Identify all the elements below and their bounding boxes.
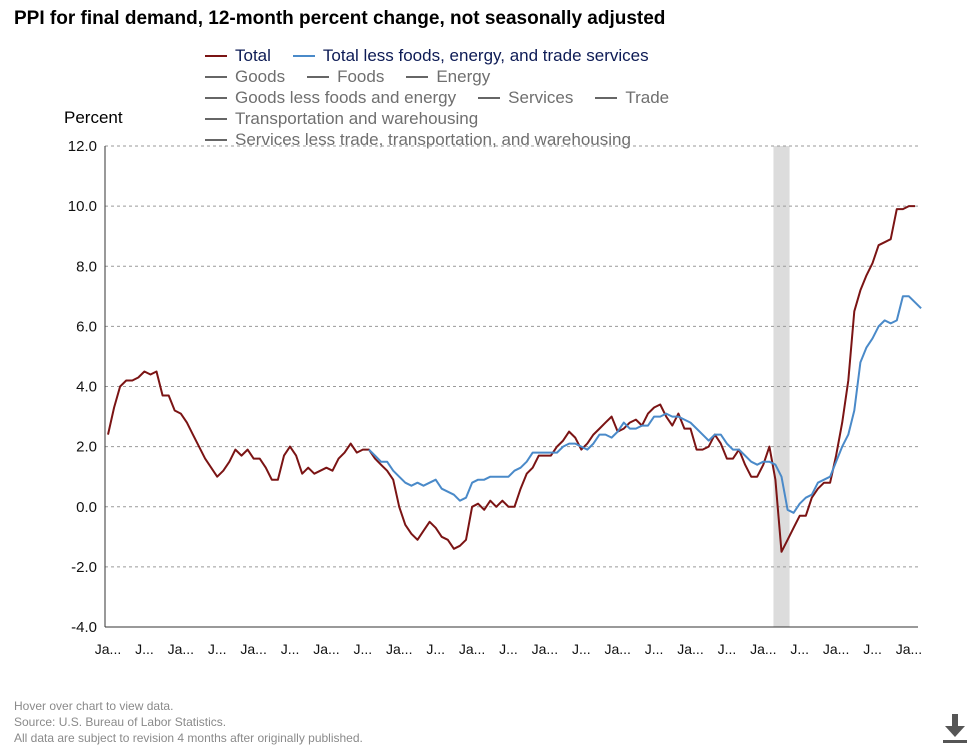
x-tick-label: J... — [135, 641, 154, 657]
x-tick-label: J... — [499, 641, 518, 657]
series-line — [107, 205, 915, 553]
x-tick-label: Ja... — [604, 641, 630, 657]
y-tick-label: 4.0 — [76, 379, 97, 396]
x-tick-label: J... — [281, 641, 300, 657]
legend-label: Total less foods, energy, and trade serv… — [322, 46, 649, 65]
x-tick-label: Ja... — [386, 641, 412, 657]
legend-swatch — [205, 96, 227, 99]
legend-label: Goods — [235, 67, 286, 86]
hover-hint: Hover over chart to view data. — [14, 699, 174, 713]
y-tick-label: 12.0 — [68, 138, 97, 155]
x-tick-label: J... — [790, 641, 809, 657]
y-axis-label: Percent — [64, 108, 123, 127]
y-tick-label: 2.0 — [76, 439, 97, 456]
legend-row: Services less trade, transportation, and… — [205, 129, 691, 150]
x-tick-label: Ja... — [95, 641, 121, 657]
x-tick-label: Ja... — [750, 641, 776, 657]
x-tick-label: Ja... — [677, 641, 703, 657]
x-tick-label: J... — [572, 641, 591, 657]
y-tick-label: -2.0 — [71, 559, 97, 576]
x-tick-label: Ja... — [313, 641, 339, 657]
legend-swatch — [205, 54, 227, 57]
legend-swatch — [307, 75, 330, 78]
legend-label: Goods less foods and energy — [235, 88, 457, 107]
line-chart[interactable]: -4.0 -2.0 0.0 2.0 4.0 6.0 8.0 10.0 12.0 Ja... J...… — [0, 0, 975, 700]
source-note: Source: U.S. Bureau of Labor Statistics. — [14, 715, 227, 729]
legend-swatch — [595, 96, 618, 99]
x-tick-label: J... — [354, 641, 373, 657]
y-tick-label: 6.0 — [76, 318, 97, 335]
legend-label: Services — [508, 88, 574, 107]
legend-item[interactable]: Foods — [307, 66, 384, 87]
legend-swatch — [205, 75, 227, 78]
x-tick-label: J... — [645, 641, 664, 657]
legend-label: Total — [235, 46, 271, 65]
download-icon[interactable] — [940, 712, 970, 746]
legend-item[interactable]: Services — [478, 87, 573, 108]
legend-item[interactable]: Total less foods, energy, and trade serv… — [292, 45, 649, 66]
legend-item[interactable]: Energy — [406, 66, 490, 87]
legend-swatch — [205, 138, 227, 141]
legend-label: Foods — [337, 67, 385, 86]
x-tick-label: J... — [718, 641, 737, 657]
legend-label: Trade — [625, 88, 670, 107]
legend-row: Goods Foods Energy — [205, 66, 691, 87]
x-tick-label: J... — [863, 641, 882, 657]
legend-item[interactable]: Services less trade, transportation, and… — [205, 129, 631, 150]
series-line — [368, 295, 922, 514]
legend-label: Transportation and warehousing — [235, 109, 479, 128]
revision-note: All data are subject to revision 4 month… — [14, 731, 363, 745]
x-tick-label: Ja... — [532, 641, 558, 657]
x-tick-label: J... — [426, 641, 445, 657]
legend-item[interactable]: Goods less foods and energy — [205, 87, 456, 108]
x-tick-label: Ja... — [168, 641, 194, 657]
chart-title: PPI for final demand, 12-month percent c… — [14, 8, 666, 29]
footer-notes: Hover over chart to view data. Source: U… — [14, 698, 363, 746]
legend-swatch — [406, 75, 429, 78]
legend-swatch — [292, 54, 315, 57]
legend-row: Transportation and warehousing — [205, 108, 691, 129]
y-tick-label: -4.0 — [71, 619, 97, 636]
legend-swatch — [205, 117, 227, 120]
x-tick-label: Ja... — [896, 641, 922, 657]
legend-row: Goods less foods and energy Services Trade — [205, 87, 691, 108]
x-tick-label: Ja... — [240, 641, 266, 657]
y-tick-label: 10.0 — [68, 198, 97, 215]
x-tick-label: J... — [208, 641, 227, 657]
legend: Total Total less foods, energy, and trade… — [205, 45, 691, 150]
x-tick-label: Ja... — [823, 641, 849, 657]
legend-item[interactable]: Trade — [595, 87, 669, 108]
recession-band — [773, 146, 790, 627]
x-tick-label: Ja... — [459, 641, 485, 657]
legend-item[interactable]: Goods — [205, 66, 285, 87]
legend-label: Energy — [436, 67, 491, 86]
legend-label: Services less trade, transportation, and… — [235, 130, 631, 149]
legend-item[interactable]: Transportation and warehousing — [205, 108, 478, 129]
legend-row: Total Total less foods, energy, and trade… — [205, 45, 691, 66]
legend-swatch — [478, 96, 501, 99]
y-tick-label: 0.0 — [76, 499, 97, 516]
y-tick-label: 8.0 — [76, 258, 97, 275]
legend-item[interactable]: Total — [205, 45, 271, 66]
